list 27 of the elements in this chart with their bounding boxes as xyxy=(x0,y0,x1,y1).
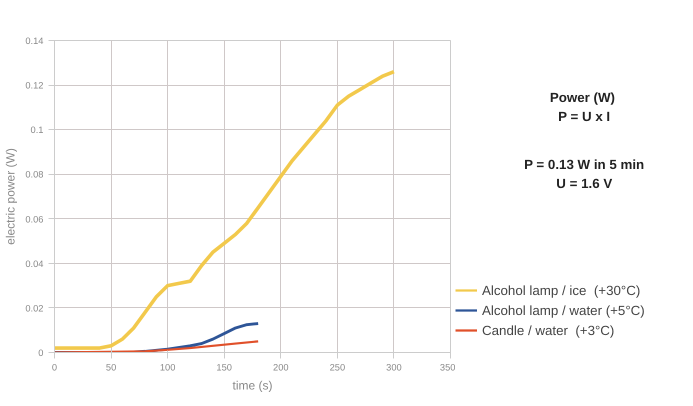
y-tick-label: 0.06 xyxy=(25,214,44,224)
x-tick-label: 50 xyxy=(106,362,116,372)
x-tick-label: 150 xyxy=(216,362,232,372)
y-tick-label: 0.12 xyxy=(25,80,44,91)
text: P = U x I xyxy=(558,109,610,124)
text: U = 1.6 V xyxy=(556,176,612,191)
legend-label: Alcohol lamp / ice (+30°C) xyxy=(482,282,640,298)
y-tick-label: 0.04 xyxy=(25,258,44,269)
x-tick-label: 350 xyxy=(440,362,456,372)
x-tick-label: 250 xyxy=(330,362,346,372)
x-tick-label: 0 xyxy=(52,362,58,372)
y-axis-title: electric power (W) xyxy=(3,148,18,245)
y-tick-label: 0.02 xyxy=(25,303,44,314)
y-tick-label: 0 xyxy=(38,348,44,358)
line-series xyxy=(54,340,260,352)
legend-label: Alcohol lamp / water (+5°C) xyxy=(482,302,645,318)
y-tick-label: 0.08 xyxy=(25,170,44,180)
x-tick-label: 300 xyxy=(386,362,402,372)
y-tick-label: 0.14 xyxy=(25,36,44,46)
y-tick-label: 0.1 xyxy=(30,125,44,136)
text: Power (W) xyxy=(550,90,615,105)
x-tick-label: 200 xyxy=(273,362,289,372)
text: P = 0.13 W in 5 min xyxy=(524,157,644,172)
legend-label: Candle / water (+3°C) xyxy=(482,322,614,338)
x-tick-label: 100 xyxy=(160,362,176,372)
x-axis-title: time (s) xyxy=(232,378,272,392)
line-series xyxy=(54,70,396,350)
